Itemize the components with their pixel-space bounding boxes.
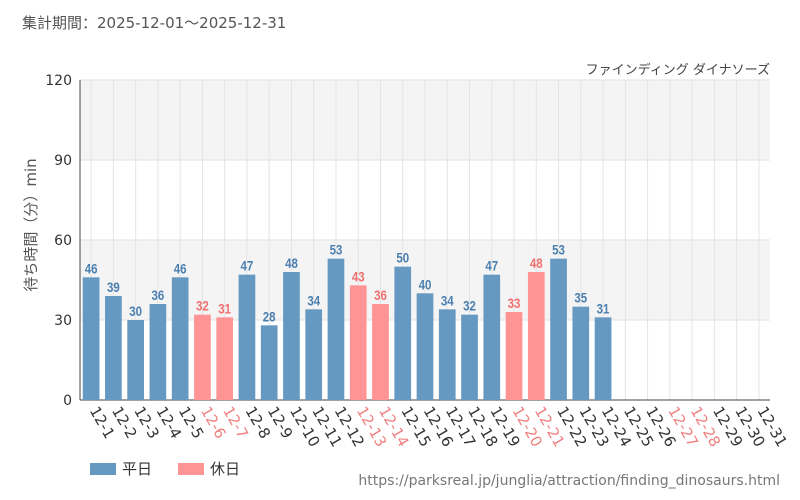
value-label-12-8: 47 bbox=[241, 258, 254, 274]
value-label-12-4: 36 bbox=[152, 287, 165, 303]
bar-12-14 bbox=[372, 304, 389, 400]
bar-12-3 bbox=[127, 320, 144, 400]
bar-12-19 bbox=[483, 274, 501, 400]
value-label-12-10: 48 bbox=[285, 255, 298, 271]
bar-12-7 bbox=[216, 317, 234, 400]
value-label-12-18: 32 bbox=[463, 298, 476, 314]
legend-item-holiday: 休日 bbox=[178, 458, 240, 479]
legend-swatch-holiday bbox=[178, 462, 205, 475]
value-label-12-17: 34 bbox=[441, 292, 455, 308]
y-tick-label: 60 bbox=[54, 233, 72, 249]
value-label-12-6: 32 bbox=[196, 298, 209, 314]
bars bbox=[82, 258, 612, 400]
value-label-12-14: 36 bbox=[374, 287, 387, 303]
value-label-12-16: 40 bbox=[419, 276, 432, 292]
value-label-12-13: 43 bbox=[352, 268, 365, 284]
bar-12-6 bbox=[194, 314, 211, 400]
bar-12-15 bbox=[394, 266, 412, 400]
value-label-12-19: 47 bbox=[485, 258, 498, 274]
bar-12-20 bbox=[505, 312, 523, 400]
y-tick-labels: 0 30 60 90 120 bbox=[45, 73, 72, 409]
legend-label-weekday: 平日 bbox=[122, 460, 153, 478]
legend-label-holiday: 休日 bbox=[210, 460, 241, 478]
legend-item-weekday: 平日 bbox=[90, 458, 152, 479]
value-label-12-15: 50 bbox=[396, 250, 409, 266]
bar-12-12 bbox=[327, 258, 345, 400]
bar-12-4 bbox=[149, 304, 167, 400]
value-label-12-23: 35 bbox=[574, 290, 587, 306]
value-label-12-2: 39 bbox=[107, 279, 120, 295]
x-tick-labels: 12-112-212-312-412-512-612-712-812-912-1… bbox=[86, 403, 791, 450]
value-label-12-22: 53 bbox=[552, 242, 565, 258]
value-label-12-7: 31 bbox=[218, 300, 231, 316]
bar-12-23 bbox=[572, 306, 590, 400]
y-tick-label: 90 bbox=[54, 153, 72, 169]
value-label-12-3: 30 bbox=[129, 303, 142, 319]
y-tick-label: 0 bbox=[63, 393, 72, 409]
source-url[interactable]: https://parksreal.jp/junglia/attraction/… bbox=[358, 473, 780, 489]
bar-12-22 bbox=[550, 258, 567, 400]
value-label-12-20: 33 bbox=[508, 295, 521, 311]
bar-12-24 bbox=[594, 317, 612, 400]
y-axis-label: 待ち時間（分）min bbox=[22, 158, 40, 291]
value-label-12-1: 46 bbox=[85, 260, 98, 276]
y-tick-label: 120 bbox=[45, 73, 72, 89]
value-label-12-9: 28 bbox=[263, 308, 276, 324]
bar-12-2 bbox=[105, 296, 122, 400]
value-label-12-12: 53 bbox=[330, 242, 343, 258]
value-label-12-24: 31 bbox=[597, 300, 610, 316]
bar-12-1 bbox=[82, 277, 100, 400]
bar-12-11 bbox=[305, 309, 323, 400]
value-label-12-5: 46 bbox=[174, 260, 187, 276]
bar-12-18 bbox=[461, 314, 478, 400]
bar-12-21 bbox=[527, 272, 545, 400]
value-labels: 46 39 30 36 46 32 31 47 28 48 34 53 43 36 50 40 34 32 47 33… bbox=[85, 242, 610, 325]
value-label-12-11: 34 bbox=[307, 292, 321, 308]
chart-title: ファインディング ダイナソーズ bbox=[586, 62, 770, 78]
value-label-12-21: 48 bbox=[530, 255, 543, 271]
bar-12-10 bbox=[283, 272, 300, 400]
y-tick-label: 30 bbox=[54, 313, 72, 329]
bar-12-8 bbox=[238, 274, 256, 400]
legend: 平日 休日 bbox=[90, 458, 240, 479]
bar-12-5 bbox=[171, 277, 189, 400]
bar-12-13 bbox=[349, 285, 367, 400]
bar-12-16 bbox=[416, 293, 434, 400]
legend-swatch-weekday bbox=[90, 462, 116, 475]
bar-12-9 bbox=[260, 325, 278, 400]
bar-12-17 bbox=[438, 309, 456, 400]
period-label: 集計期間：2025-12-01～2025-12-31 bbox=[22, 14, 287, 32]
